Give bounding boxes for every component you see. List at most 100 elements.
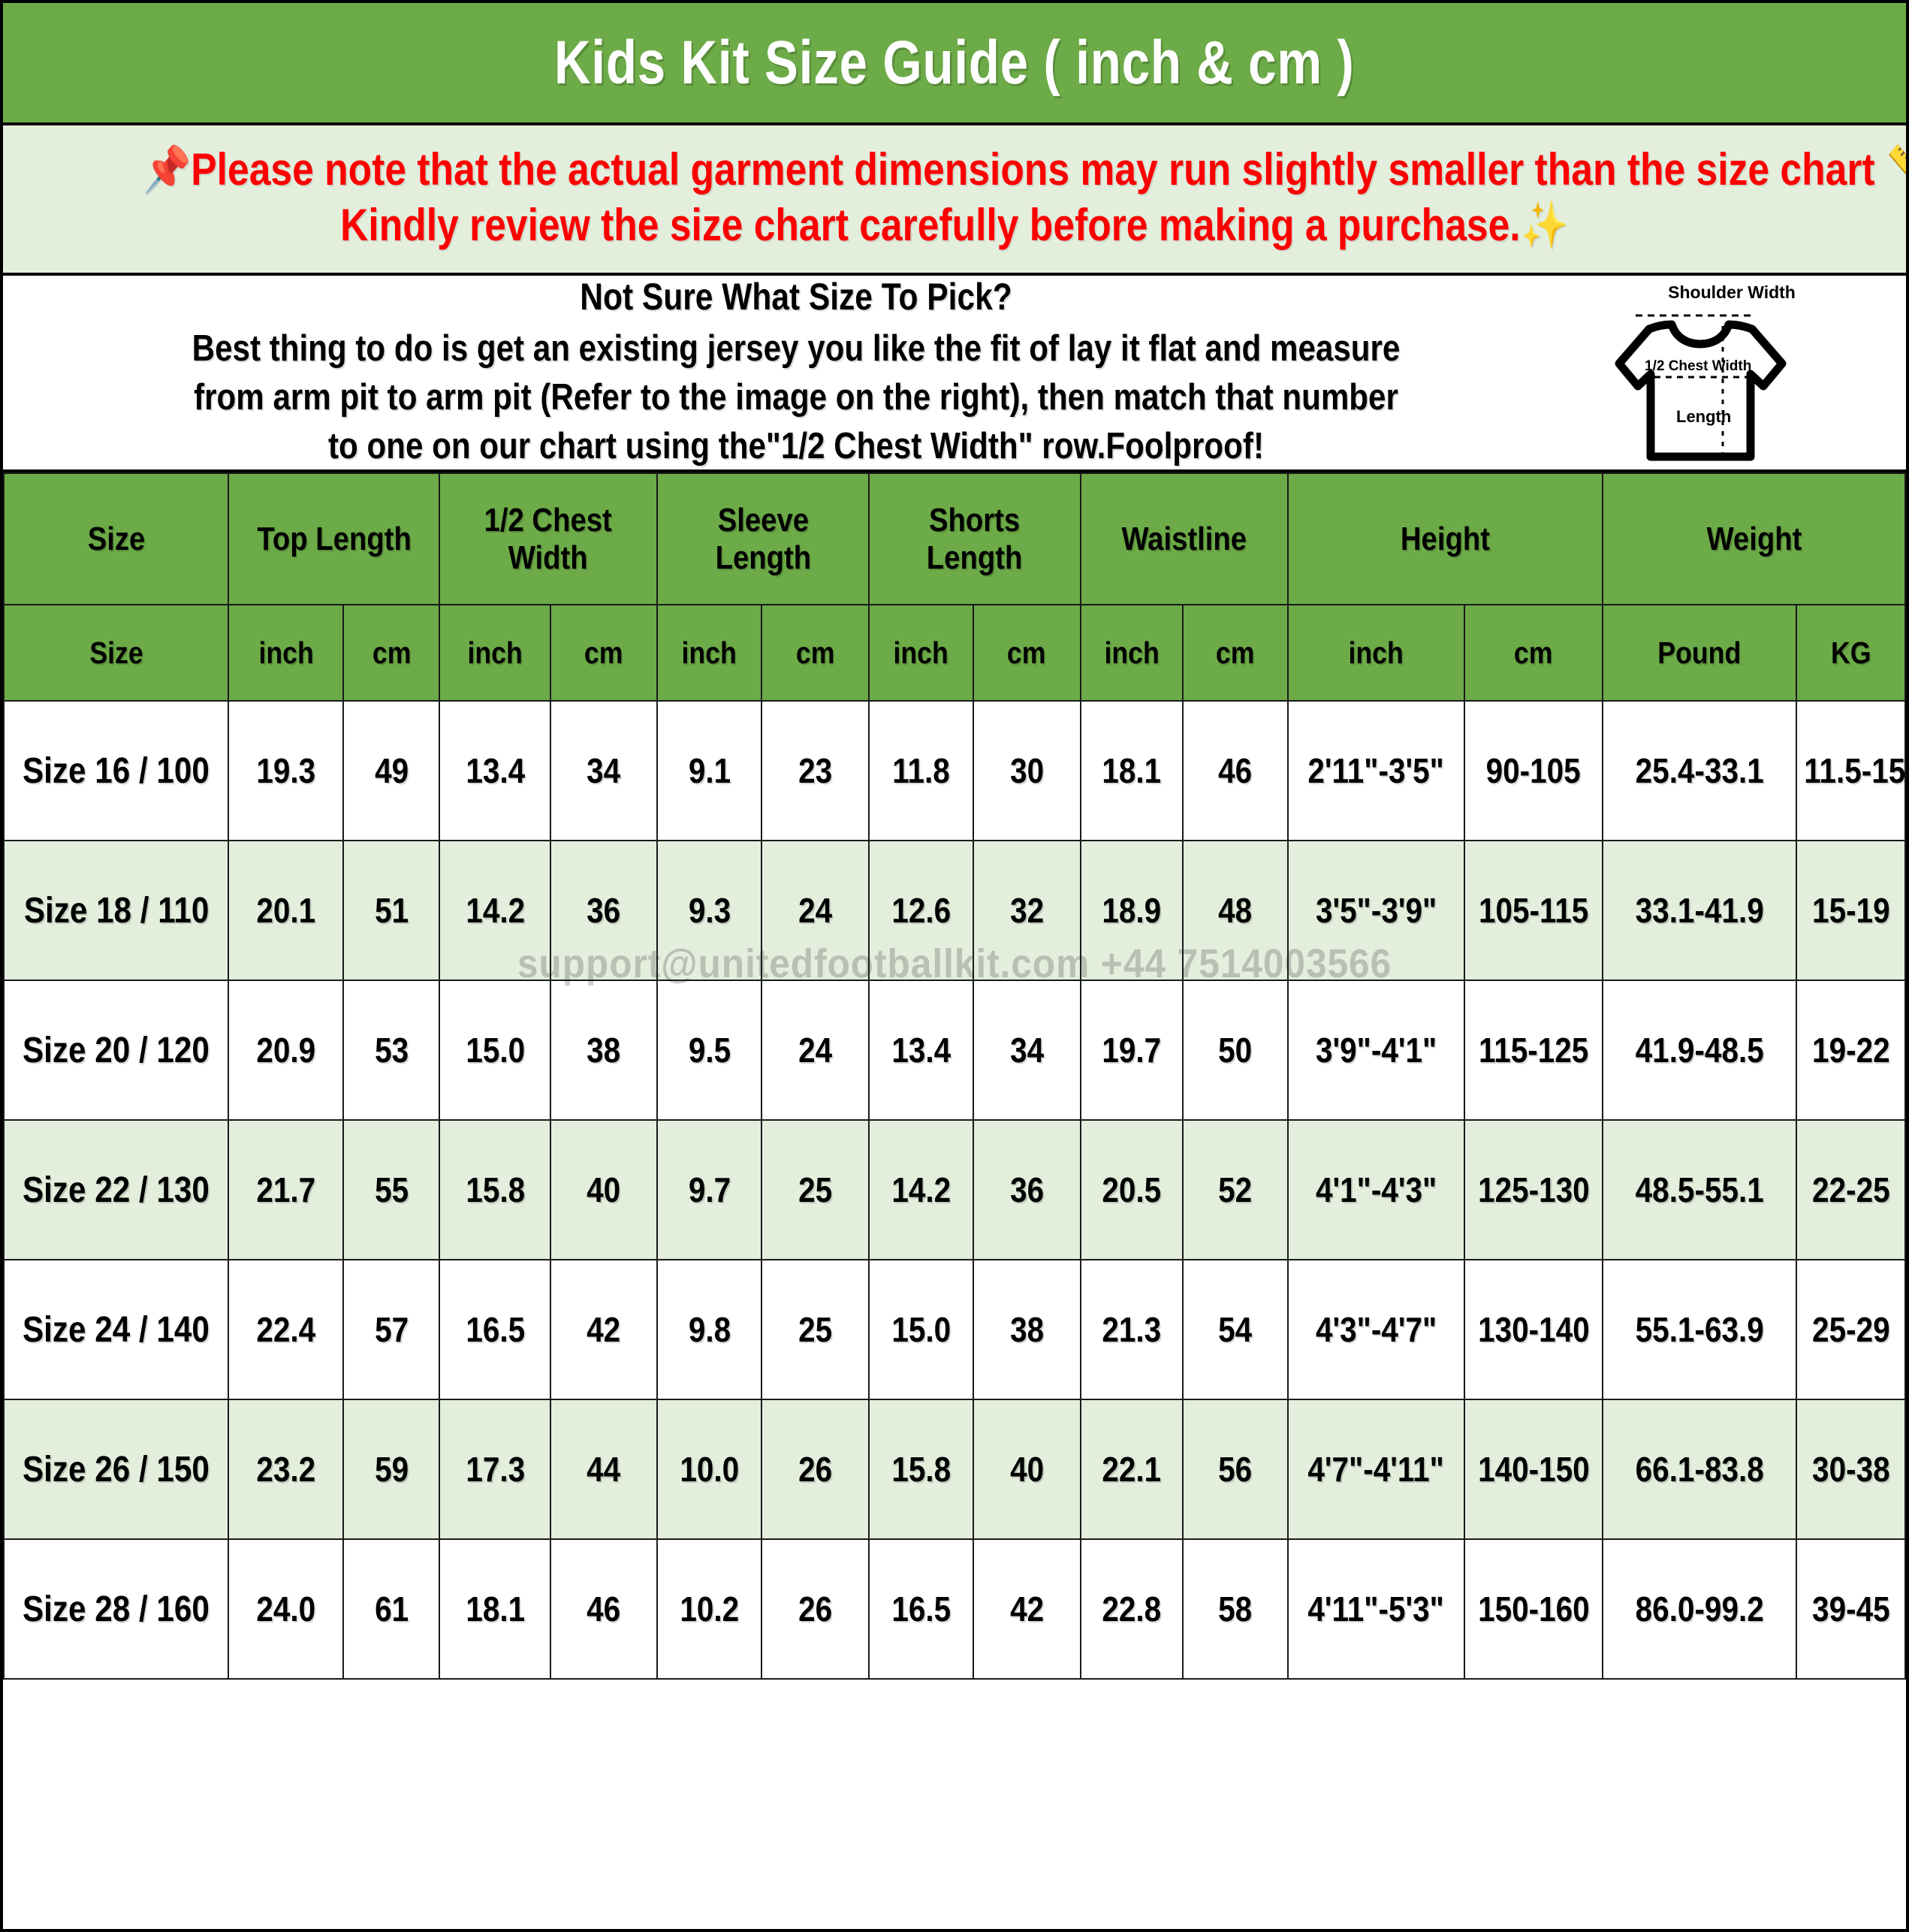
size-label-cell: Size 22 / 130 xyxy=(3,1119,230,1261)
data-cell: 66.1-83.8 xyxy=(1602,1399,1798,1541)
group-header-size: Size xyxy=(3,472,230,606)
size-label-cell: Size 24 / 140 xyxy=(3,1259,230,1401)
unit-header-10: cm xyxy=(1182,604,1289,702)
unit-header-1: inch xyxy=(228,604,345,702)
data-cell: 40 xyxy=(550,1119,658,1261)
data-cell: 49 xyxy=(342,700,441,842)
sparkles-icon: ✨ xyxy=(1520,199,1569,252)
length-label: Length xyxy=(1676,407,1731,426)
unit-header-9: inch xyxy=(1079,604,1184,702)
data-cell: 125-130 xyxy=(1463,1119,1604,1261)
data-cell: 4'11"-5'3" xyxy=(1286,1538,1465,1680)
info-heading: Not Sure What Size To Pick? xyxy=(580,276,1012,318)
data-cell: 9.5 xyxy=(656,980,763,1121)
data-cell: 18.1 xyxy=(439,1538,552,1680)
data-cell: 10.0 xyxy=(656,1399,763,1541)
data-cell: 24.0 xyxy=(228,1538,345,1680)
data-cell: 51 xyxy=(342,840,441,982)
group-header-chest-width: 1/2 Chest Width xyxy=(439,472,658,606)
unit-header-5: inch xyxy=(656,604,763,702)
data-cell: 19-22 xyxy=(1796,980,1906,1121)
data-cell: 10.2 xyxy=(656,1538,763,1680)
data-cell: 12.6 xyxy=(868,840,974,982)
data-cell: 26 xyxy=(761,1399,870,1541)
data-cell: 55 xyxy=(342,1119,441,1261)
group-header-weight: Weight xyxy=(1602,472,1906,606)
data-cell: 48 xyxy=(1182,840,1289,982)
data-cell: 2'11"-3'5" xyxy=(1286,700,1465,842)
data-cell: 52 xyxy=(1182,1119,1289,1261)
data-cell: 150-160 xyxy=(1463,1538,1604,1680)
tshirt-icon: 1/2 Chest Width Length xyxy=(1615,314,1787,461)
data-cell: 53 xyxy=(342,980,441,1121)
table-head: Size Top Length 1/2 Chest Width Sleeve L… xyxy=(3,472,1906,702)
data-cell: 15.8 xyxy=(868,1399,974,1541)
data-cell: 19.3 xyxy=(228,700,345,842)
data-cell: 61 xyxy=(342,1538,441,1680)
data-cell: 36 xyxy=(550,840,658,982)
data-cell: 86.0-99.2 xyxy=(1602,1538,1798,1680)
data-cell: 9.7 xyxy=(656,1119,763,1261)
data-cell: 105-115 xyxy=(1463,840,1604,982)
data-cell: 13.4 xyxy=(439,700,552,842)
data-cell: 26 xyxy=(761,1538,870,1680)
data-cell: 41.9-48.5 xyxy=(1602,980,1798,1121)
data-cell: 18.9 xyxy=(1079,840,1184,982)
table-row: Size 20 / 120 20.9 53 15.0 38 9.5 24 13.4 34 19.7… xyxy=(3,980,1906,1121)
unit-header-3: inch xyxy=(439,604,552,702)
table-row: Size 24 / 140 22.4 57 16.5 42 9.8 25 15.0 38 21.3… xyxy=(3,1259,1906,1401)
data-cell: 20.9 xyxy=(228,980,345,1121)
info-text-block: Not Sure What Size To Pick? Best thing t… xyxy=(3,275,1597,470)
group-header-waistline: Waistline xyxy=(1079,472,1289,606)
data-cell: 4'3"-4'7" xyxy=(1286,1259,1465,1401)
unit-header-0: Size xyxy=(3,604,230,702)
data-cell: 9.1 xyxy=(656,700,763,842)
data-cell: 19.7 xyxy=(1079,980,1184,1121)
data-cell: 90-105 xyxy=(1463,700,1604,842)
data-cell: 25.4-33.1 xyxy=(1602,700,1798,842)
data-cell: 13.4 xyxy=(868,980,974,1121)
data-cell: 15.0 xyxy=(868,1259,974,1401)
data-cell: 42 xyxy=(550,1259,658,1401)
data-cell: 15.0 xyxy=(439,980,552,1121)
data-cell: 30-38 xyxy=(1796,1399,1906,1541)
tshirt-diagram: Shoulder Width 1/2 Chest Width Length xyxy=(1597,282,1867,463)
data-cell: 46 xyxy=(550,1538,658,1680)
data-cell: 55.1-63.9 xyxy=(1602,1259,1798,1401)
data-cell: 22-25 xyxy=(1796,1119,1906,1261)
data-cell: 18.1 xyxy=(1079,700,1184,842)
data-cell: 46 xyxy=(1182,700,1289,842)
data-cell: 11.8 xyxy=(868,700,974,842)
table-row: Size 26 / 150 23.2 59 17.3 44 10.0 26 15.8 40 22.… xyxy=(3,1399,1906,1541)
unit-header-6: cm xyxy=(761,604,870,702)
data-cell: 42 xyxy=(972,1538,1081,1680)
data-cell: 9.8 xyxy=(656,1259,763,1401)
notice-band: 📌Please note that the actual garment dim… xyxy=(3,125,1906,276)
data-cell: 36 xyxy=(972,1119,1081,1261)
group-header-top-length: Top Length xyxy=(228,472,441,606)
unit-header-13: Pound xyxy=(1602,604,1798,702)
data-cell: 39-45 xyxy=(1796,1538,1906,1680)
unit-header-2: cm xyxy=(342,604,441,702)
table-row: Size 16 / 100 19.3 49 13.4 34 9.1 23 11.8 30 18.1… xyxy=(3,700,1906,842)
pushpin-icon: 📌 xyxy=(142,143,192,196)
chest-width-label: 1/2 Chest Width xyxy=(1645,358,1751,374)
data-cell: 3'9"-4'1" xyxy=(1286,980,1465,1121)
unit-header-14: KG xyxy=(1796,604,1906,702)
unit-header-7: inch xyxy=(868,604,974,702)
data-cell: 21.3 xyxy=(1079,1259,1184,1401)
page-title: Kids Kit Size Guide ( inch & cm ) xyxy=(554,28,1355,97)
size-label-cell: Size 26 / 150 xyxy=(3,1399,230,1541)
data-cell: 20.5 xyxy=(1079,1119,1184,1261)
group-header-shorts-length: Shorts Length xyxy=(868,472,1081,606)
size-label-cell: Size 18 / 110 xyxy=(3,840,230,982)
unit-header-8: cm xyxy=(972,604,1081,702)
table-row: Size 22 / 130 21.7 55 15.8 40 9.7 25 14.2 36 20.5… xyxy=(3,1119,1906,1261)
size-chart-table: Size Top Length 1/2 Chest Width Sleeve L… xyxy=(3,472,1906,1680)
size-label-cell: Size 28 / 160 xyxy=(3,1538,230,1680)
ruler-icon: 📏 xyxy=(1886,143,1906,196)
data-cell: 40 xyxy=(972,1399,1081,1541)
data-cell: 16.5 xyxy=(868,1538,974,1680)
data-cell: 44 xyxy=(550,1399,658,1541)
